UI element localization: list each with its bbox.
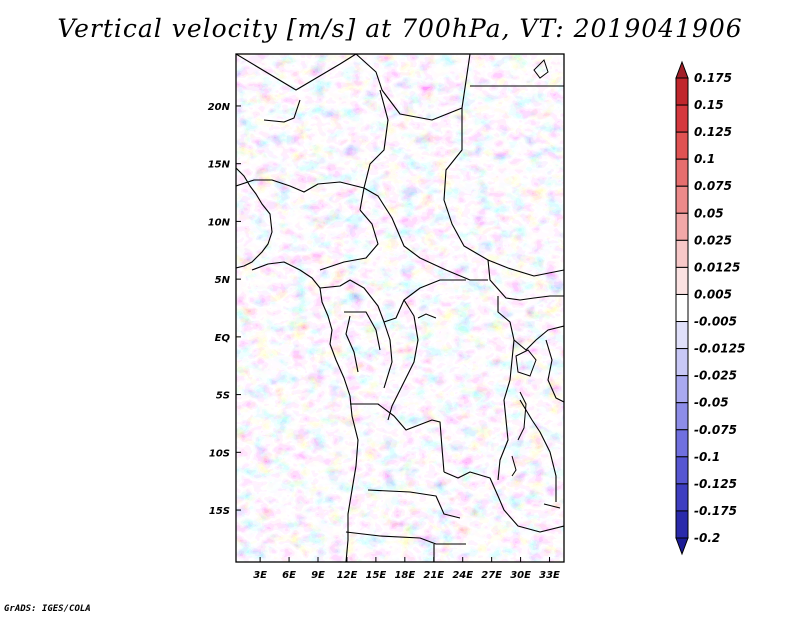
- lat-tick-label: 10S: [209, 448, 230, 459]
- lon-tick-label: 27E: [481, 570, 502, 581]
- colorbar-label: -0.125: [694, 477, 737, 491]
- colorbar-segment: [675, 321, 689, 350]
- colorbar-label: -0.2: [694, 531, 720, 545]
- grads-credit: GrADS: IGES/COLA: [4, 604, 91, 614]
- colorbar-segment: [675, 131, 689, 160]
- map-frame: [235, 53, 565, 563]
- lon-tick-label: 24E: [452, 570, 473, 581]
- lon-tick-label: 12E: [337, 570, 358, 581]
- colorbar-label: 0.05: [694, 206, 724, 220]
- lon-tick-label: 21E: [423, 570, 444, 581]
- colorbar-label: -0.005: [694, 315, 737, 329]
- lat-tick-label: EQ: [215, 333, 231, 344]
- colorbar-segment: [675, 429, 689, 458]
- colorbar-bottom-arrow: [675, 537, 689, 556]
- lon-tick-label: 6E: [282, 570, 296, 581]
- lon-tick-label: 9E: [311, 570, 325, 581]
- colorbar-segment: [675, 483, 689, 512]
- colorbar-label: 0.15: [694, 98, 724, 112]
- colorbar-segment: [675, 266, 689, 295]
- colorbar-segment: [675, 348, 689, 377]
- colorbar-segment: [675, 104, 689, 133]
- colorbar-label: -0.075: [694, 423, 737, 437]
- colorbar-segment: [675, 77, 689, 106]
- colorbar-label: 0.1: [694, 152, 715, 166]
- colorbar-segment: [675, 185, 689, 214]
- colorbar-segment: [675, 293, 689, 323]
- colorbar-segment: [675, 402, 689, 431]
- lakes: [417, 59, 561, 509]
- lon-tick-label: 3E: [253, 570, 267, 581]
- lon-tick-label: 33E: [539, 570, 560, 581]
- colorbar-label: 0.125: [694, 125, 732, 139]
- map-title: Vertical velocity [m/s] at 700hPa, VT: 2…: [57, 14, 743, 43]
- lat-tick-label: 20N: [208, 102, 231, 113]
- colorbar: 0.175 0.15 0.125 0.1 0.075 0.05 0.025 0.0125 0.0…: [675, 60, 745, 556]
- lon-tick-label: 30E: [510, 570, 531, 581]
- colorbar-segment: [675, 158, 689, 187]
- lon-tick-label: 15E: [366, 570, 387, 581]
- lat-tick-label: 10N: [208, 217, 231, 228]
- colorbar-label: -0.05: [694, 396, 729, 410]
- colorbar-label: 0.005: [694, 287, 732, 301]
- lat-tick-label: 5N: [215, 275, 231, 286]
- colorbar-label: -0.0125: [694, 342, 745, 356]
- country-borders: [236, 54, 564, 562]
- colorbar-label: 0.175: [694, 71, 732, 85]
- longitude-axis: 3E 6E 9E 12E 15E 18E 21E 24E 27E 30E 33E: [253, 557, 560, 581]
- colorbar-label: -0.1: [694, 450, 720, 464]
- colorbar-segment: [675, 212, 689, 241]
- latitude-axis: 20N 15N 10N 5N EQ 5S 10S 15S: [208, 102, 241, 517]
- colorbar-segment: [675, 375, 689, 404]
- lat-tick-label: 15S: [209, 506, 230, 517]
- colorbar-label: 0.075: [694, 179, 732, 193]
- colorbar-top-arrow: [675, 60, 689, 79]
- colorbar-label: -0.175: [694, 504, 737, 518]
- colorbar-label: 0.025: [694, 233, 732, 247]
- lat-tick-label: 5S: [216, 391, 230, 402]
- colorbar-segment: [675, 510, 689, 539]
- colorbar-label: -0.025: [694, 369, 737, 383]
- colorbar-label: 0.0125: [694, 260, 740, 274]
- colorbar-segment: [675, 456, 689, 485]
- colorbar-segment: [675, 239, 689, 268]
- lat-tick-label: 15N: [208, 160, 231, 171]
- lon-tick-label: 18E: [394, 570, 415, 581]
